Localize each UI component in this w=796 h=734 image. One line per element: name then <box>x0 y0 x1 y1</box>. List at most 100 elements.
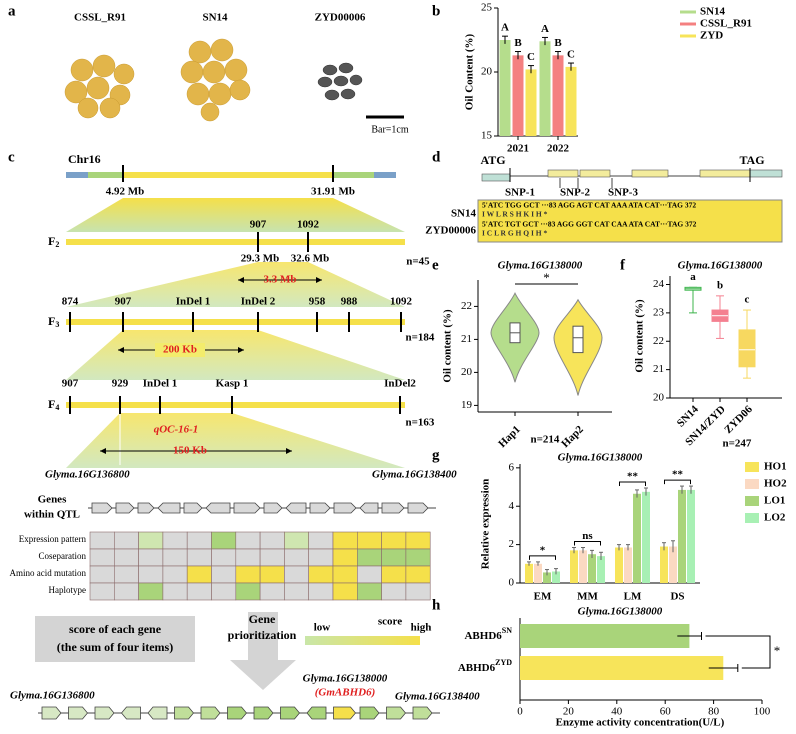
marker-label: 907 <box>62 378 79 390</box>
heatmap-cell <box>114 565 139 584</box>
colorbar-title: score <box>378 616 402 628</box>
bar <box>633 493 641 583</box>
heatmap-cell <box>114 548 139 567</box>
heatmap-cell <box>332 531 358 550</box>
y-tick-label: 24 <box>653 278 665 290</box>
y-tick-label: 22 <box>653 335 664 347</box>
gene-arrow <box>412 706 433 720</box>
panel-a-seeds <box>64 38 404 122</box>
gene-arrow <box>233 502 261 514</box>
heatmap-cell <box>308 548 334 567</box>
chart-title: Glyma.16G138000 <box>498 260 583 272</box>
sample-label: SN14 <box>202 12 228 24</box>
legend-label: LO1 <box>764 495 785 507</box>
bar <box>525 69 537 136</box>
heatmap-cell <box>186 531 212 550</box>
significance-letter: b <box>717 279 723 291</box>
significance-letter: C <box>527 51 535 63</box>
gene-arrow <box>205 502 231 514</box>
heatmap-cell <box>162 531 188 550</box>
gene-arrow <box>263 502 283 514</box>
significance-bracket <box>574 540 601 546</box>
heatmap-cell <box>381 582 407 601</box>
population-bar <box>66 319 405 325</box>
arrow-head <box>238 347 244 353</box>
chromosome-end <box>374 172 396 178</box>
legend-swatch <box>745 513 759 523</box>
heatmap-cell <box>114 582 139 601</box>
heatmap-cell <box>259 548 285 567</box>
legend-label: LO2 <box>764 512 786 524</box>
x-tick-label: MM <box>577 591 598 603</box>
significance-letter: c <box>745 294 750 306</box>
snp-label: SNP-1 <box>505 187 535 199</box>
marker-label: InDel 1 <box>143 378 178 390</box>
marker-label: 907 <box>115 296 132 308</box>
x-tick-label: 60 <box>660 706 672 718</box>
heatmap-cell <box>186 582 212 601</box>
significance-bracket <box>529 555 556 560</box>
gene-arrow <box>200 706 221 720</box>
gene-arrow <box>280 706 301 720</box>
arrow-head <box>118 347 124 353</box>
sequence: 5'ATC TGG GCT ···83 AGG AGT CAT AAA ATA … <box>482 201 696 210</box>
y-tick-label: 2 <box>509 538 515 550</box>
y-tick-label: 20 <box>481 66 493 78</box>
heatmap-row-label: Coseparation <box>39 551 87 561</box>
x-tick-label: DS <box>670 591 684 603</box>
bar <box>525 563 533 583</box>
generation: 2 <box>55 240 59 249</box>
heatmap-cell <box>308 531 334 550</box>
marker-label: 958 <box>309 296 326 308</box>
candidate-gene: Glyma.16G138000 <box>303 673 388 685</box>
legend-label: HO1 <box>764 461 787 473</box>
panel-label: c <box>8 149 15 165</box>
heatmap-cell <box>235 548 261 567</box>
score-text: (the sum of four items) <box>57 640 173 654</box>
x-tick-label: ZYD06 <box>722 403 755 436</box>
heatmap-cell <box>381 548 407 567</box>
gene-arrow <box>386 706 407 720</box>
n-label: n=45 <box>406 256 430 268</box>
x-tick-label: LM <box>624 591 642 603</box>
box <box>738 329 756 368</box>
exon <box>481 173 511 182</box>
y-tick-label: ABHD6ZYD <box>458 658 512 674</box>
y-axis-label: Oil Content (%) <box>464 33 476 110</box>
x-tick-label: EM <box>534 591 552 603</box>
panel-label: h <box>432 597 441 613</box>
y-tick-label: 20 <box>461 366 473 378</box>
position-label: 32.6 Mb <box>291 253 330 265</box>
significance-letter: B <box>514 37 522 49</box>
colorbar-low: low <box>314 622 331 634</box>
heatmap-cell <box>356 548 382 567</box>
box <box>572 325 584 354</box>
category: ABHD6 <box>458 662 496 674</box>
significance-letter: A <box>541 23 549 35</box>
heatmap-cell <box>89 531 115 550</box>
bar <box>499 40 511 136</box>
generation: 4 <box>55 403 59 412</box>
x-axis-label: n=247 <box>723 438 752 450</box>
gene-arrow <box>41 706 62 720</box>
n-label: n=163 <box>406 417 435 429</box>
gene-arrow <box>333 706 357 720</box>
population-bar <box>66 239 405 245</box>
heatmap-cell <box>162 582 188 601</box>
gene-arrow <box>333 502 357 514</box>
x-tick-label: 100 <box>754 706 771 718</box>
heatmap-cell <box>235 565 261 584</box>
bar <box>660 546 668 583</box>
y-tick-label: 15 <box>481 130 493 142</box>
gene-arrow <box>174 706 195 720</box>
scale-bar-label: Bar=1cm <box>371 124 409 135</box>
population-label: F4 <box>48 397 59 412</box>
panel-label: b <box>432 3 440 19</box>
x-axis-label: Enzyme activity concentration(U/L) <box>556 717 725 729</box>
y-tick-label: 19 <box>461 399 473 411</box>
population-label: F2 <box>48 234 59 249</box>
heatmap-cell <box>186 548 212 567</box>
panel-label: a <box>8 3 16 19</box>
prioritization-text: prioritization <box>228 628 297 642</box>
exon <box>547 169 579 178</box>
